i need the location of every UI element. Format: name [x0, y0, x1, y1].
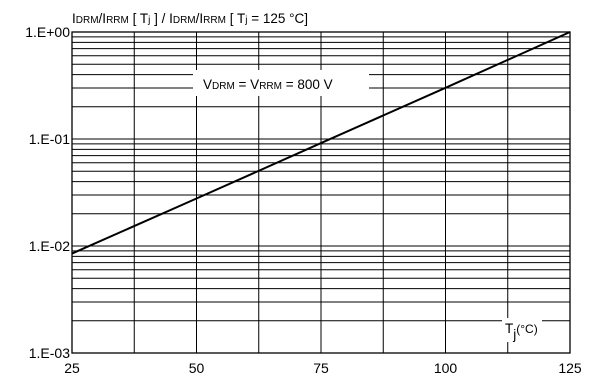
x-tick-label: 100 [434, 360, 458, 376]
y-tick-label: 1.E-02 [29, 238, 70, 254]
x-axis-label-text: Tj(°C) [505, 321, 538, 342]
x-tick-label: 25 [64, 360, 80, 376]
grid [71, 32, 571, 354]
plot-frame [71, 31, 571, 354]
chart-title: IDRM/IRRM [ Tj ] / IDRM/IRRM [ Tj = 125 … [72, 11, 308, 26]
x-tick-label: 50 [189, 360, 205, 376]
series-line [71, 31, 571, 255]
x-tick-label: 75 [313, 360, 329, 376]
y-tick-labels: 1.E+00 1.E-01 1.E-02 1.E-03 [25, 24, 70, 361]
annotation-background [193, 70, 369, 96]
y-tick-label: 1.E-03 [29, 345, 70, 361]
annotation-text: VDRM = VRRM = 800 V [203, 77, 333, 92]
y-tick-label: 1.E-01 [29, 131, 70, 147]
x-tick-label: 125 [558, 360, 582, 376]
x-axis-label: Tj(°C) [502, 318, 542, 342]
annotation: VDRM = VRRM = 800 V [193, 70, 369, 96]
x-axis-label-background [502, 318, 542, 342]
x-tick-labels: 25 50 75 100 125 [64, 360, 582, 376]
y-tick-label: 1.E+00 [25, 24, 70, 40]
